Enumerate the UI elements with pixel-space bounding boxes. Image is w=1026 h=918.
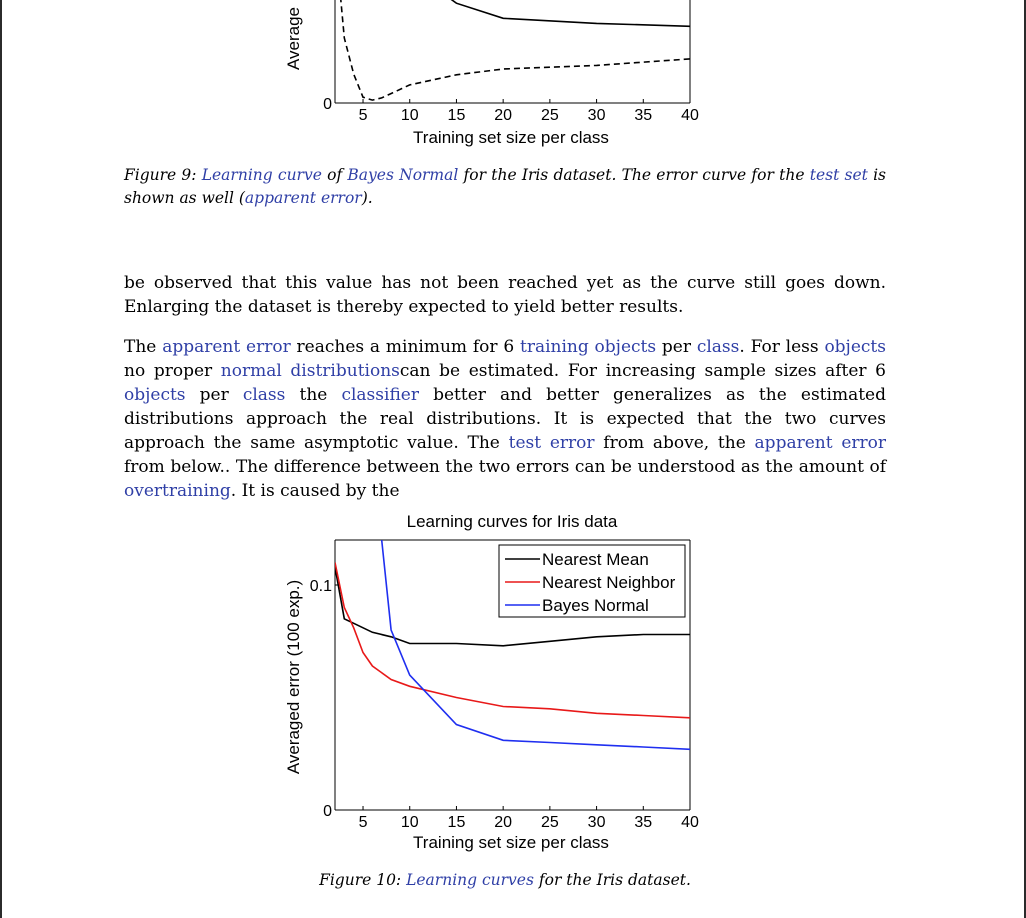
figure-10-y-axis-label: Averaged error (100 exp.) (284, 580, 303, 774)
x-tick-label: 15 (448, 814, 466, 831)
glossary-link[interactable]: class (242, 385, 286, 405)
viewer-right-edge (1024, 0, 1026, 918)
glossary-link[interactable]: test error (508, 433, 595, 453)
series-line-1 (335, 562, 690, 719)
text-run: per (185, 385, 243, 405)
glossary-link[interactable]: apparent error (244, 189, 362, 207)
x-tick-label: 5 (359, 107, 368, 124)
figure-9-y-axis-label: Average (284, 7, 303, 70)
figure-10-x-axis-label: Training set size per class (413, 833, 609, 852)
y-tick-label: 0 (323, 96, 332, 113)
text-run: The (124, 337, 163, 357)
caption-label: Figure 10: (319, 871, 402, 889)
y-tick-label: 0 (323, 803, 332, 820)
text-run: of (327, 166, 343, 184)
x-tick-label: 30 (588, 107, 606, 124)
x-tick-label: 20 (494, 814, 512, 831)
y-tick-label: 0.1 (310, 578, 332, 595)
text-run: better and better generalizes as the est… (124, 385, 886, 453)
glossary-link[interactable]: Learning curves (406, 871, 534, 889)
glossary-link[interactable]: test set (809, 166, 868, 184)
glossary-link[interactable]: classifier (341, 385, 419, 405)
x-tick-label: 25 (541, 107, 559, 124)
text-run: no proper (124, 361, 221, 381)
figure-10-plot (334, 539, 691, 811)
figure-9-chart: 5 10 15 20 25 30 35 40 0 Average Training set si… (284, 0, 699, 147)
text-run: the (285, 385, 342, 405)
text-run: for the Iris dataset. The error curve fo… (463, 166, 805, 184)
glossary-link[interactable]: Learning curve (201, 166, 322, 184)
figure-10-ticks: 5 10 15 20 25 30 35 40 0 0.1 (310, 578, 699, 831)
glossary-link[interactable]: class (696, 337, 740, 357)
series-line-0 (450, 0, 690, 28)
viewer-left-edge (0, 0, 2, 918)
glossary-link[interactable]: objects (824, 337, 886, 357)
figure-9-ticks: 5 10 15 20 25 30 35 40 0 (323, 96, 699, 124)
text-run: . For less (739, 337, 825, 357)
x-tick-label: 20 (494, 107, 512, 124)
x-tick-label: 15 (448, 107, 466, 124)
figure-9-caption: Figure 9: Learning curve of Bayes Normal… (124, 164, 886, 210)
text-run: from below.. The difference between the … (124, 457, 886, 477)
figure-10-caption: Figure 10: Learning curves for the Iris … (124, 869, 886, 892)
text-run: from above, the (594, 433, 755, 453)
x-tick-label: 10 (401, 814, 419, 831)
caption-label: Figure 9: (124, 166, 197, 184)
text-run: can be estimated. For increasing sample … (399, 361, 886, 381)
glossary-link[interactable]: apparent error (754, 433, 886, 453)
legend-label: Bayes Normal (542, 596, 649, 615)
x-tick-label: 25 (541, 814, 559, 831)
legend-label: Nearest Neighbor (542, 573, 676, 592)
figure-9-x-axis-label: Training set size per class (413, 128, 609, 147)
x-tick-label: 35 (634, 107, 652, 124)
x-tick-label: 30 (588, 814, 606, 831)
text-run: for the Iris dataset. (538, 871, 691, 889)
figure-9-plot (334, 0, 691, 104)
glossary-link[interactable]: Bayes Normal (347, 166, 459, 184)
glossary-link[interactable]: apparent error (162, 337, 291, 357)
paragraph-apparent-error: The apparent error reaches a minimum for… (124, 335, 886, 503)
x-tick-label: 10 (401, 107, 419, 124)
series-line-2 (380, 540, 690, 751)
glossary-link[interactable]: objects (124, 385, 186, 405)
x-tick-label: 5 (359, 814, 368, 831)
x-tick-label: 40 (681, 814, 699, 831)
x-tick-label: 40 (681, 107, 699, 124)
glossary-link[interactable]: training objects (519, 337, 657, 357)
glossary-link[interactable]: overtraining (124, 481, 231, 501)
figure-10-legend: Nearest Mean Nearest Neighbor Bayes Normal (498, 544, 686, 618)
legend-label: Nearest Mean (542, 550, 649, 569)
glossary-link[interactable]: normal distributions (220, 361, 400, 381)
text-run: per (656, 337, 697, 357)
text-run: be observed that this value has not been… (124, 273, 886, 317)
text-run: is shown as well ( (124, 166, 887, 207)
series-line-1 (340, 0, 690, 101)
x-tick-label: 35 (634, 814, 652, 831)
text-run: ). (361, 189, 373, 207)
text-run: reaches a minimum for 6 (290, 337, 520, 357)
figure-10-title: Learning curves for Iris data (407, 512, 618, 531)
paragraph-continuation: be observed that this value has not been… (124, 271, 886, 319)
text-run: . It is caused by the (230, 481, 400, 501)
